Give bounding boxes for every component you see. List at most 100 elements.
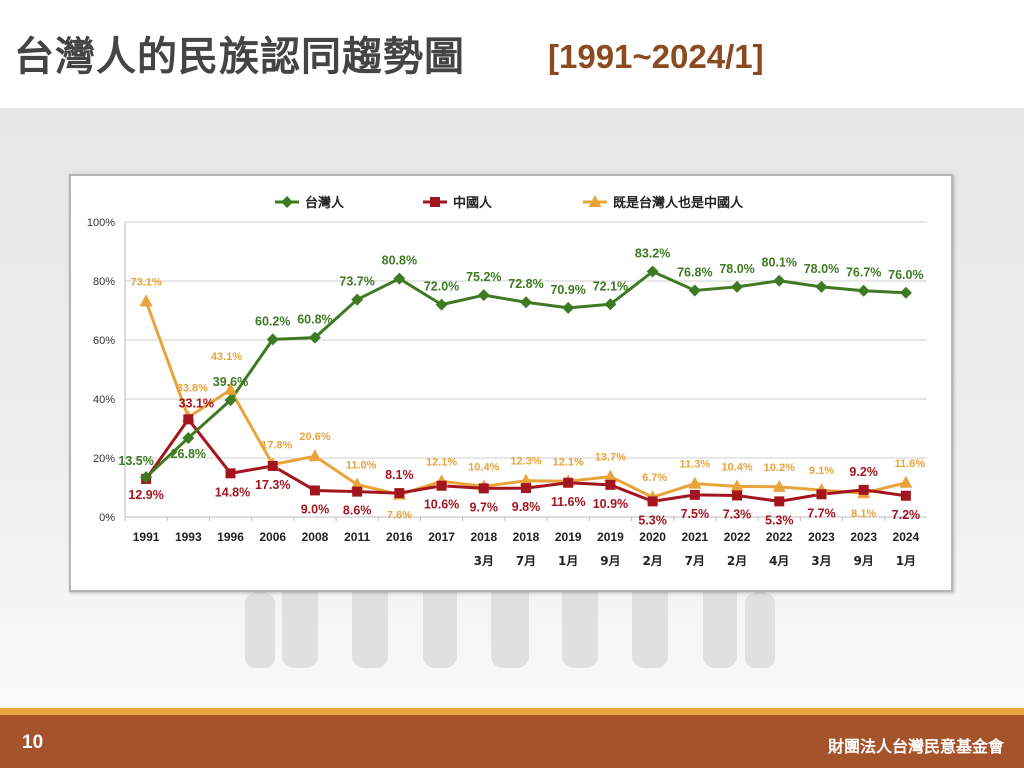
data-label-taiwanese: 83.2% xyxy=(635,247,670,261)
data-label-taiwanese: 73.7% xyxy=(339,275,374,289)
data-label-chinese: 7.3% xyxy=(723,507,752,521)
data-label-taiwanese: 39.6% xyxy=(213,375,248,389)
data-label-chinese: 9.0% xyxy=(301,502,330,516)
slide-title: 台灣人的民族認同趨勢圖 xyxy=(14,34,465,80)
marker-chinese xyxy=(309,485,320,496)
marker-taiwanese xyxy=(562,301,575,314)
marker-both xyxy=(772,479,786,492)
x-tick-label-year: 2020 xyxy=(639,530,666,544)
x-tick-label-year: 2019 xyxy=(597,530,624,544)
marker-chinese xyxy=(183,414,194,425)
legend-label: 既是台灣人也是中國人 xyxy=(613,195,744,211)
chart-legend: 台灣人 中國人 既是台灣人也是中國人 xyxy=(275,195,744,211)
y-tick-label: 60% xyxy=(93,335,115,347)
marker-taiwanese xyxy=(266,333,279,346)
marker-chinese xyxy=(267,460,278,471)
data-label-taiwanese: 75.2% xyxy=(466,270,501,284)
data-label-both: 10.4% xyxy=(468,461,499,473)
marker-chinese xyxy=(563,477,574,488)
data-label-taiwanese: 72.0% xyxy=(424,280,459,294)
marker-both xyxy=(350,477,364,490)
x-tick-label-year: 2022 xyxy=(766,530,793,544)
x-tick-label-year: 2018 xyxy=(470,530,497,544)
data-label-chinese: 11.6% xyxy=(551,495,586,509)
legend-label: 中國人 xyxy=(453,195,493,211)
data-label-both: 12.1% xyxy=(553,456,584,468)
data-label-chinese: 14.8% xyxy=(215,485,250,499)
marker-taiwanese xyxy=(477,289,490,302)
marker-taiwanese xyxy=(899,286,912,299)
data-label-chinese: 8.1% xyxy=(385,468,414,482)
slide-subtitle: [1991~2024/1] xyxy=(548,38,764,75)
data-label-taiwanese: 60.8% xyxy=(297,313,332,327)
data-label-taiwanese: 13.5% xyxy=(118,454,153,468)
data-label-taiwanese: 80.1% xyxy=(762,256,797,270)
x-tick-label-year: 2018 xyxy=(513,530,540,544)
marker-both xyxy=(139,294,153,307)
data-label-chinese: 5.3% xyxy=(765,513,794,527)
data-label-taiwanese: 78.0% xyxy=(804,262,839,276)
footer-bar xyxy=(0,715,1024,768)
legend-swatch-marker xyxy=(281,196,293,208)
marker-chinese xyxy=(647,496,658,507)
data-label-both: 73.1% xyxy=(131,276,162,288)
data-label-chinese: 7.7% xyxy=(807,506,836,520)
legend-item-both: 既是台灣人也是中國人 xyxy=(583,195,744,211)
legend-item-taiwanese: 台灣人 xyxy=(275,195,345,211)
data-label-both: 11.0% xyxy=(346,460,377,472)
series-markers xyxy=(139,265,913,507)
x-tick-label-month: 3月 xyxy=(474,554,494,568)
x-tick-label-month: 9月 xyxy=(600,554,620,568)
marker-both xyxy=(308,449,322,462)
x-tick-label-year: 1996 xyxy=(217,530,244,544)
x-tick-label-year: 2017 xyxy=(428,530,455,544)
legend-swatch-marker xyxy=(430,197,440,207)
data-label-taiwanese: 80.8% xyxy=(382,254,417,268)
legend-swatch-marker xyxy=(588,195,602,207)
x-tick-label-year: 2011 xyxy=(344,530,370,544)
x-axis: 1991 1993 1996 2006 2008 2011 2016 2017 2018 3月 20… xyxy=(124,516,927,568)
marker-chinese xyxy=(774,496,785,507)
data-label-taiwanese: 76.7% xyxy=(846,266,881,280)
page-number: 10 xyxy=(22,732,44,753)
marker-both xyxy=(224,382,238,395)
data-label-both: 17.8% xyxy=(261,439,292,451)
marker-chinese xyxy=(394,488,405,499)
data-label-both: 33.8% xyxy=(177,382,208,394)
legend-label: 台灣人 xyxy=(305,195,345,211)
x-tick-label-year: 2016 xyxy=(386,530,413,544)
marker-taiwanese xyxy=(688,284,701,297)
x-tick-label-month: 3月 xyxy=(811,554,831,568)
marker-chinese xyxy=(816,489,827,500)
chart-panel: 台灣人 中國人 既是台灣人也是中國人 0% 20% 40% 60% 80% 100% 1991… xyxy=(69,174,953,592)
x-tick-label-year: 1991 xyxy=(133,530,160,544)
x-tick-label-year: 2023 xyxy=(850,530,877,544)
marker-both xyxy=(603,469,617,482)
x-tick-label-month: 7月 xyxy=(685,554,705,568)
x-tick-label-month: 1月 xyxy=(558,554,578,568)
data-label-both: 10.2% xyxy=(764,462,795,474)
data-label-both: 12.3% xyxy=(510,456,541,468)
marker-taiwanese xyxy=(604,298,617,311)
marker-taiwanese xyxy=(140,471,153,484)
marker-chinese xyxy=(900,490,911,501)
marker-chinese xyxy=(732,490,743,501)
y-tick-label: 40% xyxy=(93,394,115,406)
data-label-chinese: 9.2% xyxy=(849,465,878,479)
data-label-taiwanese: 26.8% xyxy=(171,447,206,461)
data-label-both: 11.6% xyxy=(895,458,926,470)
marker-chinese xyxy=(225,468,236,479)
y-tick-label: 20% xyxy=(93,453,115,465)
marker-taiwanese xyxy=(435,298,448,311)
x-tick-label-year: 1993 xyxy=(175,530,202,544)
data-label-both: 11.3% xyxy=(680,459,711,471)
marker-taiwanese xyxy=(520,296,532,309)
data-label-chinese: 9.8% xyxy=(512,500,541,514)
marker-chinese xyxy=(352,486,363,497)
data-label-chinese: 7.2% xyxy=(892,508,921,522)
footer-accent-stripe xyxy=(0,708,1024,715)
marker-taiwanese xyxy=(731,280,744,293)
y-tick-label: 100% xyxy=(87,217,115,229)
data-label-chinese: 10.9% xyxy=(593,497,628,511)
data-label-taiwanese: 76.8% xyxy=(677,265,712,279)
